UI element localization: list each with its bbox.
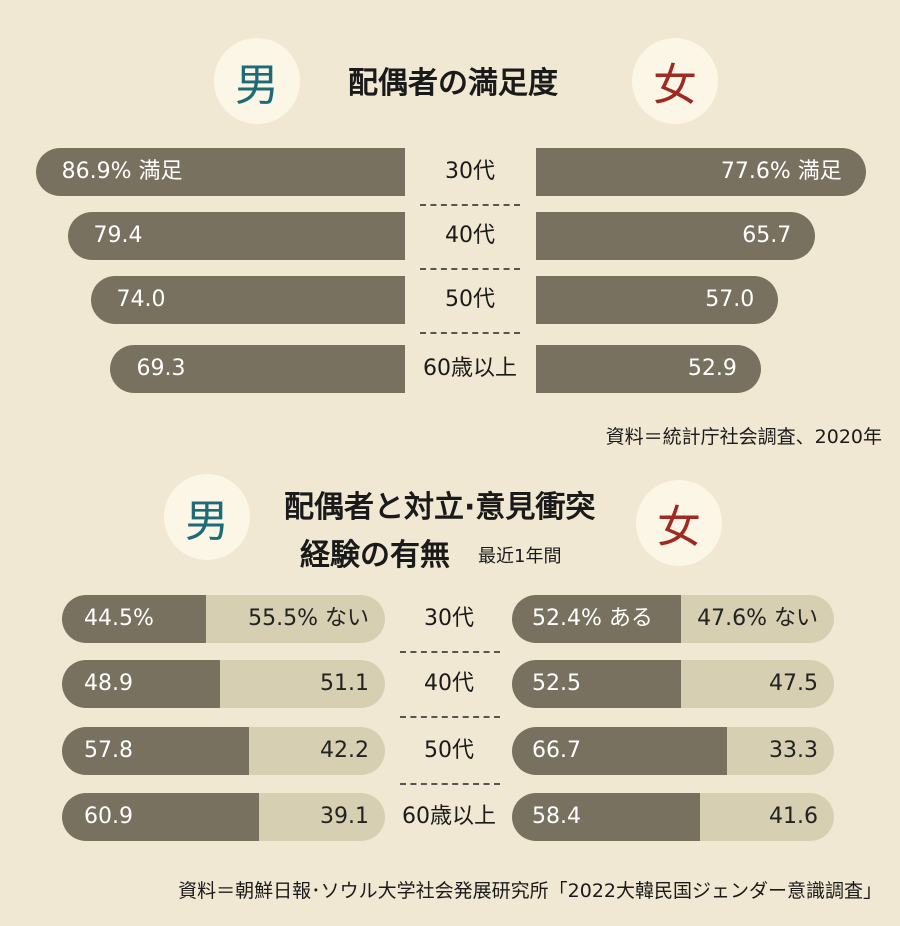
female-no-segment-0	[680, 595, 834, 643]
female-yes-segment-2	[512, 727, 727, 775]
female-badge-2: 女	[636, 480, 722, 566]
male-yes-segment-3	[62, 793, 259, 841]
separator-0	[420, 204, 520, 206]
female-yes-label-0: 52.4% ある	[532, 606, 653, 631]
male-yes-label-1: 48.9	[84, 671, 133, 696]
female-value-label-1: 65.7	[742, 223, 792, 248]
male-no-segment-2	[248, 727, 385, 775]
age-label-1: 40代	[445, 223, 495, 248]
male-no-label-3: 39.1	[320, 804, 369, 829]
female-value-label-0: 77.6% 満足	[720, 159, 842, 184]
male-conflict-bar-3: 60.9 39.1	[62, 793, 385, 841]
female-yes-label-3: 58.4	[532, 804, 581, 829]
female-value-label-2: 57.0	[705, 287, 755, 312]
chart1-source: 資料＝統計庁社会調査、2020年	[605, 426, 882, 448]
female-yes-segment-3	[512, 793, 701, 841]
male-yes-segment-1	[62, 660, 220, 708]
age-label-0: 30代	[445, 159, 495, 184]
male-yes-label-2: 57.8	[84, 738, 133, 763]
female-bar-2: 57.0	[536, 276, 779, 324]
conflict-age-label-1: 40代	[424, 671, 474, 696]
female-yes-label-2: 66.7	[532, 738, 581, 763]
chart1-title: 配偶者の満足度	[348, 66, 558, 101]
male-conflict-bar-2: 57.8 42.2	[62, 727, 385, 775]
male-yes-label-0: 44.5%	[84, 606, 154, 631]
age-label-3: 60歳以上	[423, 356, 517, 381]
female-bar-1: 65.7	[536, 212, 816, 260]
female-no-label-2: 33.3	[769, 738, 818, 763]
female-bar-0: 77.6% 満足	[536, 148, 866, 196]
male-no-segment-3	[258, 793, 385, 841]
age-label-2: 50代	[445, 287, 495, 312]
conflict-age-label-2: 50代	[424, 738, 474, 763]
chart2-source: 資料＝朝鮮日報･ソウル大学社会発展研究所「2022大韓民国ジェンダー意識調査」	[178, 880, 882, 902]
female-no-segment-1	[681, 660, 834, 708]
female-conflict-bar-3: 58.4 41.6	[512, 793, 834, 841]
male-no-segment-0	[205, 595, 385, 643]
female-yes-segment-1	[512, 660, 682, 708]
male-no-segment-1	[219, 660, 385, 708]
male-badge-2: 男	[164, 474, 250, 560]
male-bar-1: 79.4	[67, 212, 405, 260]
female-yes-label-1: 52.5	[532, 671, 581, 696]
female-badge-1: 女	[632, 38, 718, 124]
male-conflict-bar-1: 48.9 51.1	[62, 660, 385, 708]
male-no-label-1: 51.1	[320, 671, 369, 696]
male-bar-2: 74.0	[90, 276, 405, 324]
separator-2	[420, 332, 520, 334]
male-yes-label-3: 60.9	[84, 804, 133, 829]
female-no-label-0: 47.6% ない	[697, 606, 818, 631]
female-no-label-1: 47.5	[769, 671, 818, 696]
conflict-age-label-3: 60歳以上	[402, 804, 496, 829]
conflict-separator-0	[400, 651, 500, 653]
male-value-label-1: 79.4	[93, 223, 143, 248]
conflict-age-label-0: 30代	[424, 606, 474, 631]
male-no-label-2: 42.2	[320, 738, 369, 763]
female-conflict-bar-2: 66.7 33.3	[512, 727, 834, 775]
conflict-separator-1	[400, 716, 500, 718]
female-value-label-3: 52.9	[687, 356, 737, 381]
female-no-segment-3	[700, 793, 834, 841]
chart2-subtitle: 最近1年間	[478, 546, 562, 567]
female-no-label-3: 41.6	[769, 804, 818, 829]
female-conflict-bar-1: 52.5 47.5	[512, 660, 834, 708]
male-no-label-0: 55.5% ない	[248, 606, 369, 631]
male-conflict-bar-0: 44.5% 55.5% ない	[62, 595, 385, 643]
chart2-title-line1: 配偶者と対立·意見衝突	[284, 490, 596, 525]
separator-1	[420, 268, 520, 270]
female-conflict-bar-0: 52.4% ある 47.6% ない	[512, 595, 834, 643]
chart2-title-line2: 経験の有無	[300, 538, 450, 573]
female-no-segment-2	[726, 727, 834, 775]
female-yes-segment-0	[512, 595, 681, 643]
male-bar-3: 69.3	[110, 345, 405, 393]
male-badge-1: 男	[214, 38, 300, 124]
female-bar-3: 52.9	[536, 345, 761, 393]
male-bar-0: 86.9% 満足	[35, 148, 405, 196]
male-value-label-0: 86.9% 満足	[61, 159, 183, 184]
male-yes-segment-2	[62, 727, 249, 775]
conflict-separator-2	[400, 783, 500, 785]
male-value-label-3: 69.3	[136, 356, 186, 381]
male-yes-segment-0	[62, 595, 206, 643]
male-value-label-2: 74.0	[116, 287, 166, 312]
chart1-bars: 86.9% 満足 77.6% 満足 30代 79.4 65.7 40代 74.0 57.0 50…	[0, 0, 900, 460]
